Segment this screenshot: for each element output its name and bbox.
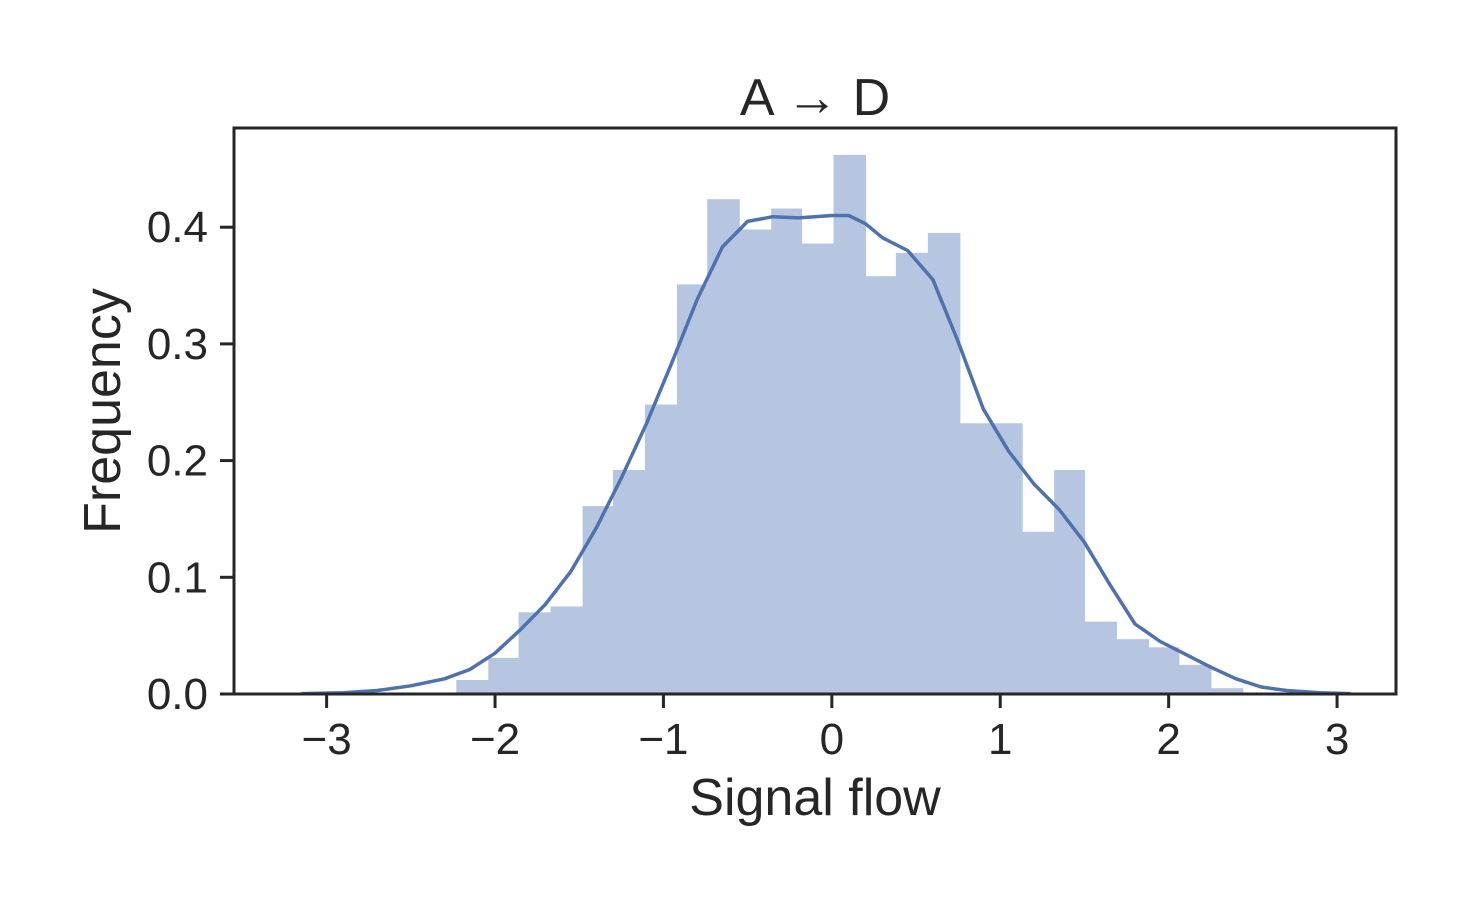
histogram-bar <box>488 657 520 694</box>
histogram-bar <box>1178 664 1212 694</box>
histogram-bar <box>865 276 897 694</box>
histogram-bar <box>1084 621 1118 694</box>
histogram-bar <box>959 423 991 694</box>
x-axis: −3 −2 −1 0 1 2 3 <box>302 694 1349 764</box>
x-tick-label: 0 <box>820 715 844 764</box>
histogram-bar <box>644 404 678 694</box>
histogram-bar <box>895 252 929 694</box>
histogram-bars <box>456 154 1244 694</box>
histogram-bar <box>927 233 961 694</box>
plot-frame <box>232 126 1398 696</box>
histogram-bar <box>1148 647 1180 694</box>
y-tick-label: 0.4 <box>147 203 208 252</box>
y-axis-title: Frequency <box>74 288 132 534</box>
histogram-bar <box>801 243 835 694</box>
y-tick-label: 0.3 <box>147 320 208 369</box>
histogram-bar <box>456 679 489 694</box>
histogram-bar <box>550 606 584 694</box>
histogram-bar <box>1022 531 1055 694</box>
histogram-bar <box>771 208 803 694</box>
histogram-bar <box>990 423 1023 694</box>
histogram-bar <box>739 229 772 694</box>
x-tick-label: 2 <box>1156 715 1180 764</box>
x-axis-title: Signal flow <box>689 769 941 827</box>
kde-curve <box>301 213 1351 696</box>
chart-title: A → D <box>740 69 890 127</box>
y-tick-label: 0.0 <box>147 670 208 719</box>
x-tick-label: 3 <box>1325 715 1349 764</box>
histogram-bar <box>707 199 740 694</box>
histogram-bar <box>833 154 867 694</box>
x-tick-label: −3 <box>302 715 352 764</box>
histogram-bar <box>1210 688 1244 694</box>
histogram-bar <box>612 469 646 694</box>
x-tick-label: −1 <box>638 715 688 764</box>
histogram-bar <box>582 506 614 694</box>
histogram-bar <box>1116 639 1150 694</box>
histogram-bar <box>1054 469 1086 694</box>
y-tick-label: 0.1 <box>147 553 208 602</box>
y-axis: 0.0 0.1 0.2 0.3 0.4 <box>147 203 234 719</box>
histogram-bar <box>676 284 708 694</box>
x-tick-label: −2 <box>470 715 520 764</box>
y-tick-label: 0.2 <box>147 437 208 486</box>
x-tick-label: 1 <box>988 715 1012 764</box>
